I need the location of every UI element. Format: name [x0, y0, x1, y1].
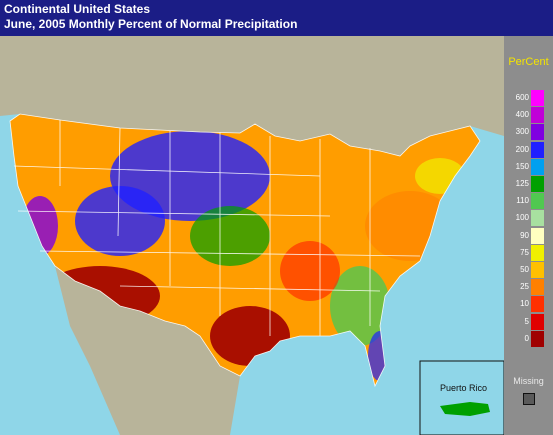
- legend-swatch: [531, 193, 544, 210]
- legend-swatch: [531, 296, 544, 313]
- map-header: Continental United States June, 2005 Mon…: [0, 0, 553, 36]
- legend-label: 10: [520, 299, 529, 309]
- legend-swatch: [531, 279, 544, 296]
- mexico-landmass: [55, 266, 240, 435]
- legend-label: 75: [520, 247, 529, 257]
- legend-swatch: [531, 330, 544, 347]
- blob-southeast: [330, 266, 390, 346]
- legend-swatch: [531, 141, 544, 158]
- legend-swatch: [531, 124, 544, 141]
- legend-label: 600: [515, 93, 529, 102]
- map-subtitle: June, 2005 Monthly Percent of Normal Pre…: [4, 17, 298, 31]
- map-canvas: [0, 36, 504, 435]
- legend-label: 200: [515, 144, 529, 154]
- legend-label: 0: [524, 333, 529, 343]
- blob-rockies: [75, 186, 165, 256]
- legend-swatch: [531, 227, 544, 244]
- legend-swatch: [531, 158, 544, 175]
- legend-swatch: [531, 176, 544, 192]
- missing-label: Missing: [513, 376, 544, 386]
- legend-swatch: [531, 107, 544, 124]
- puerto-rico-shape: [440, 402, 490, 416]
- legend-label: 50: [520, 265, 529, 274]
- legend-swatch: [531, 244, 544, 261]
- legend-label: 125: [515, 179, 529, 188]
- legend-swatch: [531, 90, 544, 106]
- legend-swatch: [531, 210, 544, 227]
- legend-label: 400: [515, 110, 529, 120]
- puerto-rico-inset: [419, 360, 504, 435]
- legend-label: 150: [515, 161, 529, 171]
- legend-label: 5: [524, 316, 529, 326]
- state-boundaries: [9, 113, 481, 388]
- canada-landmass: [0, 36, 504, 156]
- map-title: Continental United States: [4, 2, 151, 16]
- legend-title: PerCent: [508, 56, 549, 68]
- missing-swatch: [523, 393, 535, 405]
- legend-label: 300: [515, 127, 529, 137]
- legend-panel: PerCent 600 400 300 200 150 125 110 100 90 75 50 25…: [504, 36, 553, 435]
- blob-plains: [190, 206, 270, 266]
- legend-swatch: [531, 313, 544, 330]
- legend-label: 100: [515, 213, 529, 223]
- precipitation-map: [0, 36, 504, 435]
- legend-label: 90: [520, 230, 529, 240]
- inset-label: Puerto Rico: [440, 383, 488, 393]
- legend-swatch: [531, 262, 544, 278]
- legend-label: 110: [516, 196, 529, 206]
- blob-midwest: [280, 241, 340, 301]
- legend-label: 25: [520, 282, 529, 292]
